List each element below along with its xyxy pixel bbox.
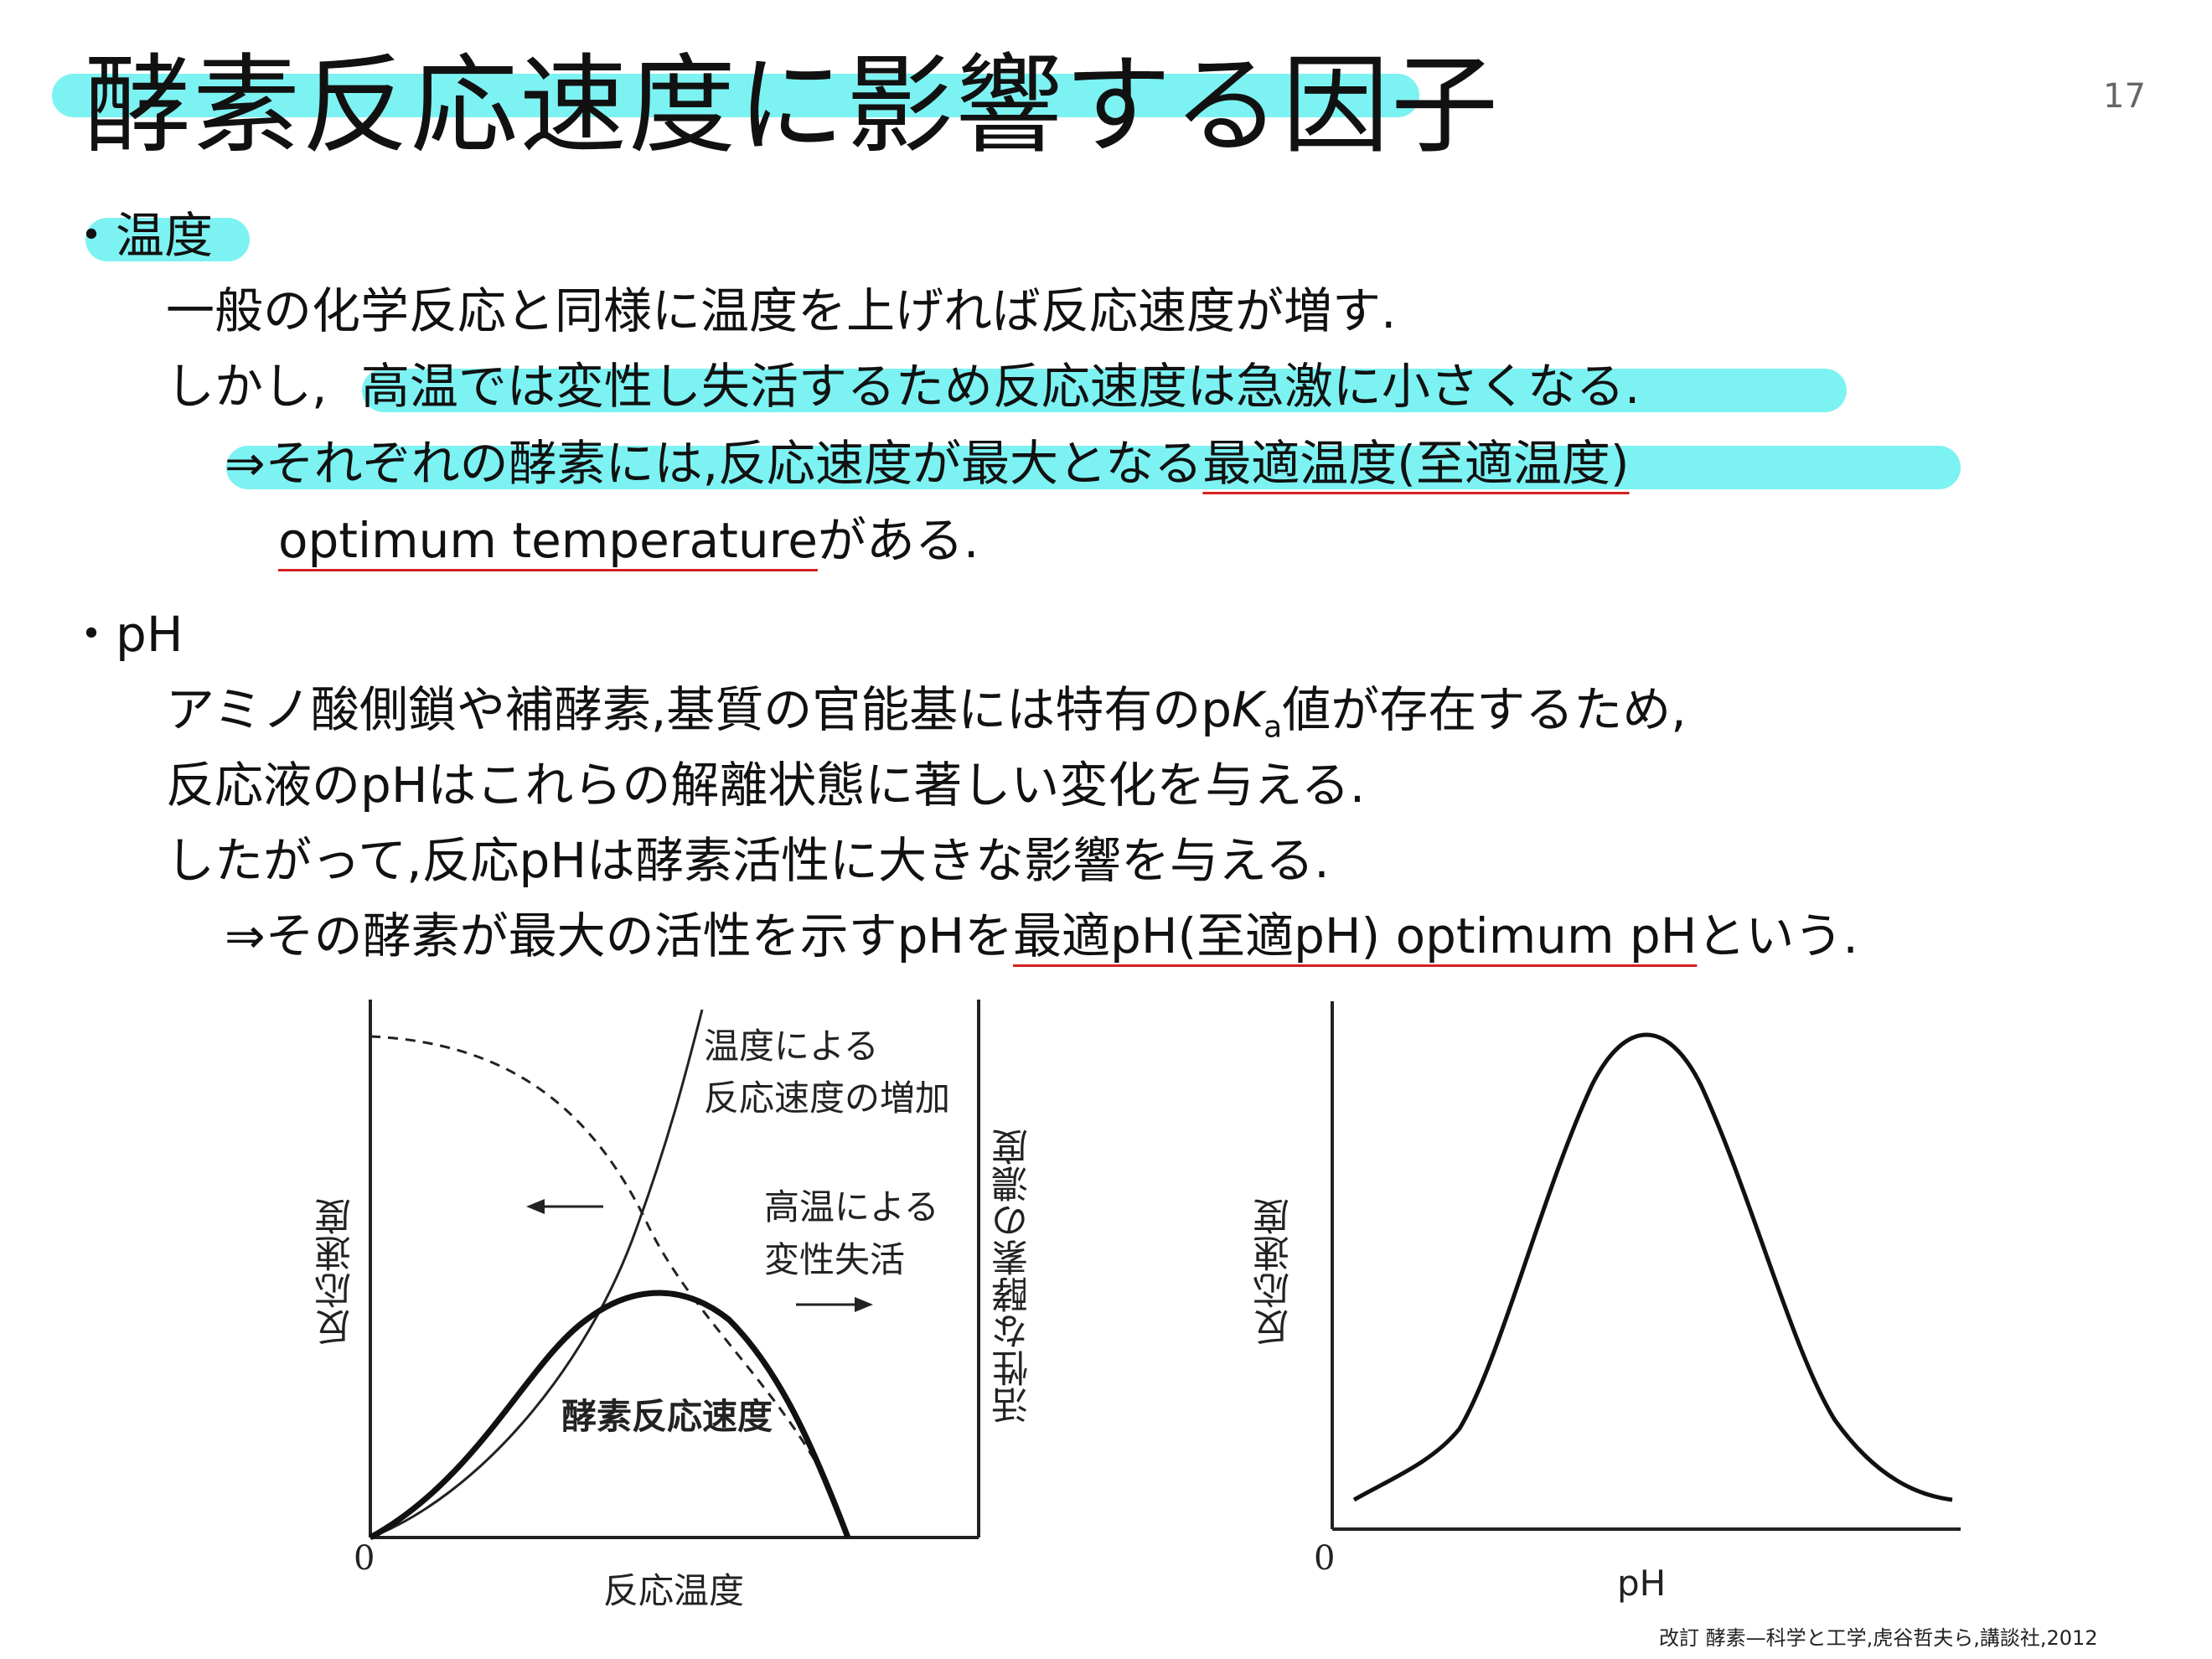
page-title: 酵素反応速度に影響する因子 (84, 44, 1501, 168)
optimum-ph-term: 最適pH(至適pH) optimum pH (1013, 907, 1698, 964)
title-highlight (52, 74, 1419, 117)
left-y-axis-label: 反応速度 (315, 1198, 358, 1346)
label-denaturation-1: 高温による (764, 1186, 939, 1227)
page-number: 17 (2103, 77, 2146, 116)
label-denaturation-2: 変性失活 (764, 1239, 906, 1280)
temperature-line-4-tail: がある. (817, 512, 979, 569)
temperature-heading-highlight (85, 218, 250, 261)
denature-sentence-highlight (362, 369, 1847, 412)
citation: 改訂 酵素—科学と工学,虎谷哲夫ら,講談社,2012 (1659, 1626, 2098, 1650)
temperature-bullet-line: ・温度 (67, 206, 213, 265)
ph-bullet-line: ・pH (67, 605, 183, 664)
right-y-axis-label: 活性な酵素の濃度 (992, 1129, 1035, 1424)
ph-heading: pH (116, 606, 183, 663)
ph-effect-plot (1331, 1001, 1961, 1531)
right-arrow-head (855, 1297, 873, 1312)
label-temperature-increase-2: 反応速度の増加 (704, 1078, 951, 1119)
pka-k: K (1232, 681, 1264, 738)
ph-line-4-lead: ⇒その酵素が最大の活性を示すpHを (225, 907, 1014, 964)
label-enzyme-reaction-rate: 酵素反応速度 (561, 1396, 773, 1437)
bullet: ・ (67, 606, 116, 663)
temperature-line-1: 一般の化学反応と同様に温度を上げれば反応速度が増す. (166, 282, 1397, 339)
temperature-line-2-lead: しかし, (166, 358, 328, 415)
ph-line-1-lead: アミノ酸側鎖や補酵素,基質の官能基には特有のp (166, 681, 1233, 738)
origin-label: 0 (1314, 1539, 1336, 1578)
left-arrow-head (526, 1199, 545, 1214)
y-axis-label: 反応速度 (1253, 1198, 1296, 1346)
temperature-rate-increase-curve (370, 1009, 704, 1539)
temperature-line-2: しかし, 高温では変性し失活するため反応速度は急激に小さくなる. (166, 357, 1640, 416)
temperature-heading: 温度 (116, 207, 214, 264)
temperature-effect-figure: 反応速度 活性な酵素の濃度 温度による 反応速度の増加 高温による 変性失活 酵… (310, 993, 1047, 1613)
temperature-line-3-lead: ⇒それぞれの酵素には,反応速度が最大となる (225, 435, 1203, 492)
ph-bell-curve (1352, 1032, 1953, 1502)
ph-line-1: アミノ酸側鎖や補酵素,基質の官能基には特有のpKa値が存在するため, (166, 680, 1687, 757)
enzyme-reaction-rate-curve (369, 1289, 851, 1541)
ph-effect-figure: 反応速度 0 pH (1248, 993, 1986, 1613)
ph-line-3: したがって,反応pHは酵素活性に大きな影響を与える. (166, 832, 1330, 889)
x-axis-label: pH (1617, 1563, 1667, 1604)
temperature-effect-plot (369, 1000, 980, 1541)
bullet: ・ (67, 207, 116, 264)
ph-line-1-tail: 値が存在するため, (1282, 681, 1687, 738)
origin-label: 0 (354, 1539, 375, 1578)
temperature-line-2-highlighted: 高温では変性し失活するため反応速度は急激に小さくなる. (360, 358, 1641, 415)
x-axis-label: 反応温度 (603, 1570, 745, 1611)
optimum-temperature-term: 最適温度(至適温度) (1202, 435, 1630, 492)
label-temperature-increase-1: 温度による (704, 1026, 879, 1067)
ph-line-2: 反応液のpHはこれらの解離状態に著しい変化を与える. (166, 757, 1366, 814)
ph-line-4: ⇒その酵素が最大の活性を示すpHを最適pH(至適pH) optimum pHとい… (225, 907, 1858, 965)
temperature-line-3: ⇒それぞれの酵素には,反応速度が最大となる最適温度(至適温度) (225, 434, 1630, 493)
pka-subscript: a (1264, 710, 1283, 745)
optimum-temperature-english: optimum temperature (278, 512, 818, 569)
optimum-temperature-highlight (226, 446, 1961, 489)
temperature-line-4: optimum temperatureがある. (278, 511, 979, 570)
ph-line-4-tail: という. (1697, 907, 1858, 964)
